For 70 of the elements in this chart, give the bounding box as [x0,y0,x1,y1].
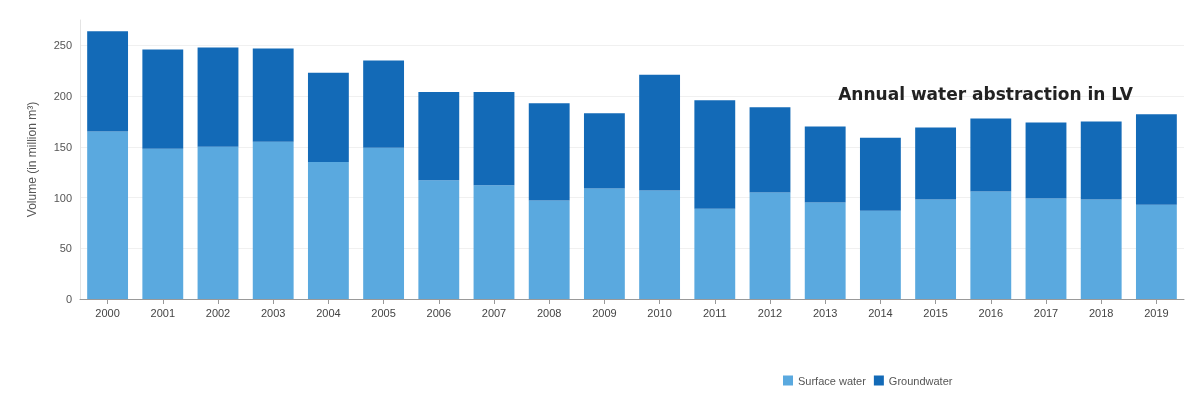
y-tick-label: 50 [59,242,72,255]
x-tick-label: 2005 [371,306,396,319]
x-tick-label: 2001 [150,306,176,319]
y-tick-label: 100 [53,191,72,204]
bar [859,210,901,299]
bar [694,208,736,299]
bar [639,190,681,299]
bar [252,48,294,142]
bar [859,137,901,211]
x-tick-label: 2019 [1144,306,1169,319]
y-axis-title: Volume (in million m³) [25,101,39,218]
x-tick-label: 2007 [481,306,507,319]
bar [1080,121,1122,200]
x-tick-label: 2003 [260,306,286,319]
bar [528,103,570,201]
bar [583,113,625,189]
text: Annual water abstraction in LV [838,83,1134,104]
legend-label: Surface water [798,374,867,387]
bar [1025,198,1067,299]
bar [804,202,846,299]
bar [970,191,1012,299]
y-tick-label: 0 [65,293,72,305]
x-tick-label: 2011 [702,306,727,319]
bar [307,162,349,299]
y-tick-label: 250 [53,39,72,52]
bar [418,92,460,181]
bar [142,49,184,149]
bar [1135,204,1177,299]
bar [804,126,846,203]
bar [142,148,184,299]
x-tick-label: 2012 [757,306,783,319]
bar [363,60,405,148]
bar [694,100,736,209]
bar [252,141,294,299]
x-tick-label: 2009 [592,306,617,319]
bar [749,192,791,299]
bar [197,47,239,147]
bar [197,146,239,299]
bar [970,118,1012,192]
x-tick-label: 2008 [536,306,562,319]
bar [87,31,129,132]
bar [87,131,129,299]
bar [749,107,791,193]
legend-label: Groundwater [888,374,953,387]
x-tick-label: 2016 [978,306,1004,319]
x-tick-label: 2002 [205,306,231,319]
x-tick-label: 2013 [812,306,838,319]
x-tick-label: 2017 [1033,306,1059,319]
bar [915,199,957,299]
bar [418,180,460,299]
x-tick-label: 2010 [647,306,672,319]
bar [639,74,681,191]
bar [1135,114,1177,205]
x-tick-label: 2015 [923,306,948,319]
bar [528,200,570,299]
bar [307,72,349,163]
x-tick-label: 2000 [95,306,120,319]
x-tick-label: 2004 [316,306,341,319]
x-tick-label: 2014 [868,306,893,319]
y-tick-label: 150 [53,140,72,153]
x-tick-label: 2018 [1088,306,1114,319]
bar [363,147,405,299]
bar [1080,199,1122,299]
bar [915,127,957,200]
y-tick-label: 200 [53,90,72,103]
bar [473,185,515,299]
bar [473,92,515,186]
bar [1025,122,1067,199]
x-tick-label: 2006 [426,306,452,319]
bar [583,188,625,299]
